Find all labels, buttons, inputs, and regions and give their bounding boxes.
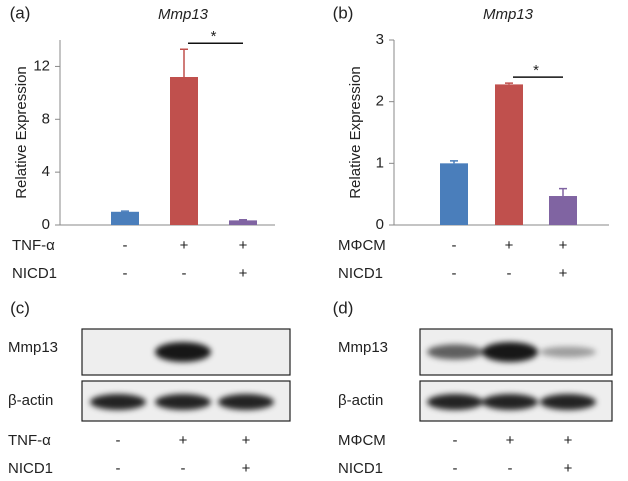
error-bar: [450, 160, 458, 164]
condition-sign: +: [180, 237, 189, 254]
significance-label: *: [211, 28, 217, 45]
condition-sign: +: [239, 237, 248, 254]
condition-sign: -: [123, 265, 128, 282]
y-tick-label: 2: [376, 93, 384, 110]
bar: [440, 163, 468, 225]
condition-sign: +: [242, 432, 251, 449]
condition-sign: -: [452, 237, 457, 254]
panel-label: (d): [333, 298, 354, 317]
blot-row-label: β-actin: [338, 392, 383, 409]
blot-band: [427, 344, 483, 360]
condition-sign: -: [453, 432, 458, 449]
bar: [549, 196, 577, 225]
chart-title: Mmp13: [483, 6, 534, 23]
y-tick-label: 3: [376, 31, 384, 48]
condition-sign: +: [559, 237, 568, 254]
panel-label: (c): [10, 298, 30, 317]
condition-label: NICD1: [338, 460, 383, 477]
significance-label: *: [533, 62, 539, 79]
condition-sign: -: [507, 265, 512, 282]
y-tick-label: 1: [376, 154, 384, 171]
error-bar: [239, 218, 247, 221]
condition-sign: -: [116, 460, 121, 477]
condition-label: TNF-α: [8, 432, 51, 449]
condition-label: MΦCM: [338, 237, 386, 254]
y-axis-label: Relative Expression: [13, 66, 30, 199]
blot-band: [218, 394, 274, 410]
blot-band: [482, 342, 538, 362]
blot-row-label: Mmp13: [8, 339, 58, 356]
condition-sign: +: [505, 237, 514, 254]
condition-sign: +: [564, 432, 573, 449]
condition-sign: -: [508, 460, 513, 477]
error-bar: [121, 210, 129, 212]
blot-band: [482, 394, 538, 410]
condition-sign: -: [116, 432, 121, 449]
error-bar: [559, 187, 567, 197]
y-tick-label: 0: [376, 216, 384, 233]
blot-row-label: Mmp13: [338, 339, 388, 356]
chart-title: Mmp13: [158, 6, 209, 23]
condition-label: TNF-α: [12, 237, 55, 254]
blot-band: [90, 394, 146, 410]
condition-sign: +: [179, 432, 188, 449]
blot-band: [540, 394, 596, 410]
blot-band: [427, 394, 483, 410]
blot-band: [155, 394, 211, 410]
condition-sign: +: [564, 460, 573, 477]
error-bar: [180, 48, 188, 77]
condition-sign: -: [182, 265, 187, 282]
bar: [229, 220, 257, 225]
y-tick-label: 12: [33, 57, 50, 74]
bar: [495, 84, 523, 226]
blot-bands: [427, 394, 596, 410]
panel-label: (a): [10, 3, 31, 22]
blot-band: [155, 342, 211, 362]
y-tick-label: 8: [42, 110, 50, 127]
condition-sign: -: [453, 460, 458, 477]
condition-sign: +: [239, 265, 248, 282]
blot-row-label: β-actin: [8, 392, 53, 409]
y-tick-label: 4: [42, 163, 50, 180]
condition-label: NICD1: [12, 265, 57, 282]
blot-bands: [155, 342, 211, 362]
bar: [111, 211, 139, 225]
error-bar: [505, 82, 513, 85]
condition-sign: -: [181, 460, 186, 477]
condition-sign: +: [242, 460, 251, 477]
y-tick-label: 0: [42, 216, 50, 233]
condition-sign: -: [452, 265, 457, 282]
blot-bands: [427, 342, 596, 362]
condition-label: NICD1: [8, 460, 53, 477]
y-axis-label: Relative Expression: [347, 66, 364, 199]
condition-label: NICD1: [338, 265, 383, 282]
condition-label: MΦCM: [338, 432, 386, 449]
bar: [170, 77, 198, 225]
panel-label: (b): [333, 3, 354, 22]
blot-band: [540, 346, 596, 358]
condition-sign: +: [559, 265, 568, 282]
condition-sign: -: [123, 237, 128, 254]
blot-bands: [90, 394, 274, 410]
condition-sign: +: [506, 432, 515, 449]
